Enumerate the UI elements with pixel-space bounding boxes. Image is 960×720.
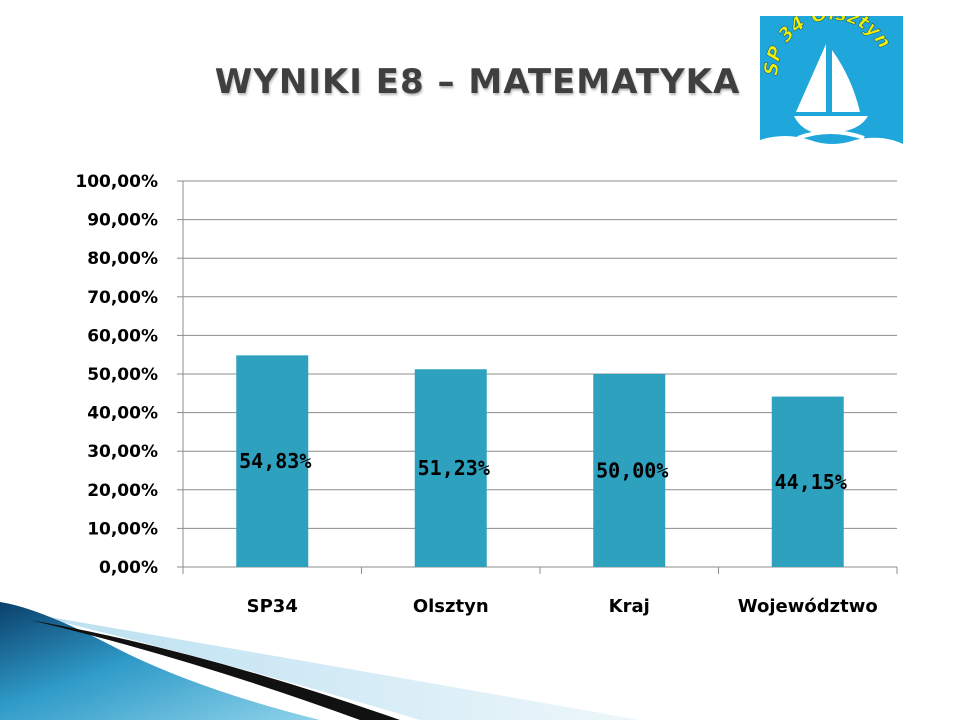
x-category-label: Olsztyn (413, 596, 489, 617)
footer-pale-swoosh (20, 612, 640, 720)
data-labels: 54,83% 51,23% 50,00% 44,15% (239, 449, 847, 494)
y-tick-labels: 0,00% 10,00% 20,00% 30,00% 40,00% 50,00% 60,00… (75, 172, 158, 578)
logo-sail-front (832, 50, 860, 112)
y-tick-label: 60,00% (87, 326, 158, 346)
logo-hull (794, 116, 868, 132)
data-label: 50,00% (596, 459, 668, 483)
data-label: 51,23% (418, 456, 490, 480)
y-tick-label: 0,00% (99, 558, 158, 578)
footer-decoration (0, 602, 640, 720)
y-tick-label: 20,00% (87, 481, 158, 501)
data-label: 54,83% (239, 449, 311, 473)
footer-black-stroke (30, 620, 400, 720)
x-category-label: Kraj (609, 596, 650, 617)
y-tick-label: 90,00% (87, 211, 158, 231)
bar-sp34 (236, 355, 309, 567)
school-logo: SP 34 Olsztyn (760, 16, 903, 144)
logo-wave (797, 130, 865, 140)
y-tick-label: 50,00% (87, 365, 158, 385)
y-tick-label: 80,00% (87, 249, 158, 269)
y-tick-label: 70,00% (87, 288, 158, 308)
logo-sail-main (796, 44, 826, 112)
y-tick-label: 40,00% (87, 404, 158, 424)
x-category-label: SP34 (247, 596, 298, 617)
bars (236, 355, 844, 567)
logo-background (760, 16, 903, 144)
x-category-labels: SP34 Olsztyn Kraj Województwo (247, 596, 878, 617)
x-category-label: Województwo (738, 596, 878, 617)
y-tick-label: 30,00% (87, 442, 158, 462)
y-tick-label: 10,00% (87, 519, 158, 539)
slide-title: WYNIKI E8 – MATEMATYKA (214, 62, 741, 102)
bar-województwo (771, 396, 844, 567)
bar-kraj (593, 374, 666, 567)
y-tick-label: 100,00% (75, 172, 158, 192)
bar-olsztyn (414, 369, 487, 567)
data-label: 44,15% (775, 470, 847, 494)
